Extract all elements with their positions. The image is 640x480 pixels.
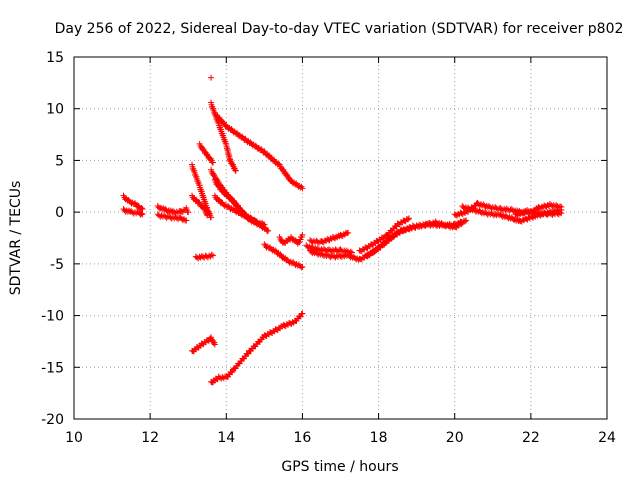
x-axis-label: GPS time / hours [281,459,398,475]
y-tick-labels: -20 -15 -10 -5 0 5 10 15 [41,50,64,428]
data-point-marker [347,248,354,255]
chart-title: Day 256 of 2022, Sidereal Day-to-day VTE… [55,21,624,37]
data-point-marker [299,263,306,270]
x-tick-label: 20 [446,430,464,446]
data-point-marker [209,252,216,259]
data-point-marker [204,212,211,219]
data-point-marker [261,221,268,228]
x-tick-label: 14 [217,430,235,446]
x-tick-label: 18 [370,430,388,446]
y-tick-label: -5 [50,257,64,273]
data-point-marker [185,209,192,216]
grid-lines [74,57,607,419]
data-point-marker [299,185,306,192]
data-point-marker [208,74,215,81]
data-point-marker [253,218,260,225]
data-point-marker [461,218,468,225]
data-point-marker [207,156,214,163]
x-tick-label: 12 [141,430,159,446]
data-point-marker [459,219,466,226]
data-point-marker [211,341,218,348]
data-point-marker [404,216,411,223]
data-point-marker [208,251,215,258]
data-point-marker [138,205,145,212]
data-point-marker [138,210,145,217]
y-tick-label: 10 [46,102,64,118]
y-tick-label: 5 [55,153,64,169]
x-tick-label: 10 [65,430,83,446]
data-point-marker [299,231,306,238]
x-tick-labels: 10 12 14 16 18 20 22 24 [65,430,616,446]
data-point-marker [139,206,146,213]
y-tick-label: 0 [55,205,64,221]
data-points [120,74,565,386]
x-tick-label: 22 [522,430,540,446]
data-point-marker [463,217,470,224]
data-point-marker [208,214,215,221]
data-point-marker [209,159,216,166]
data-point-marker [345,229,352,236]
plot-frame [73,56,608,420]
y-tick-label: -10 [41,309,64,325]
y-axis-label: SDTVAR / TECUs [8,181,24,296]
data-point-marker [139,211,146,218]
data-point-marker [265,227,272,234]
data-point-marker [232,167,239,174]
data-point-marker [299,310,306,317]
data-point-marker [298,264,305,271]
x-tick-label: 24 [598,430,616,446]
data-point-marker [183,217,190,224]
y-tick-label: -20 [41,412,64,428]
x-tick-label: 16 [294,430,312,446]
y-tick-label: -15 [41,360,64,376]
y-tick-label: 15 [46,50,64,66]
data-point-marker [558,210,565,217]
data-point-marker [232,167,239,174]
data-point-marker [406,215,413,222]
